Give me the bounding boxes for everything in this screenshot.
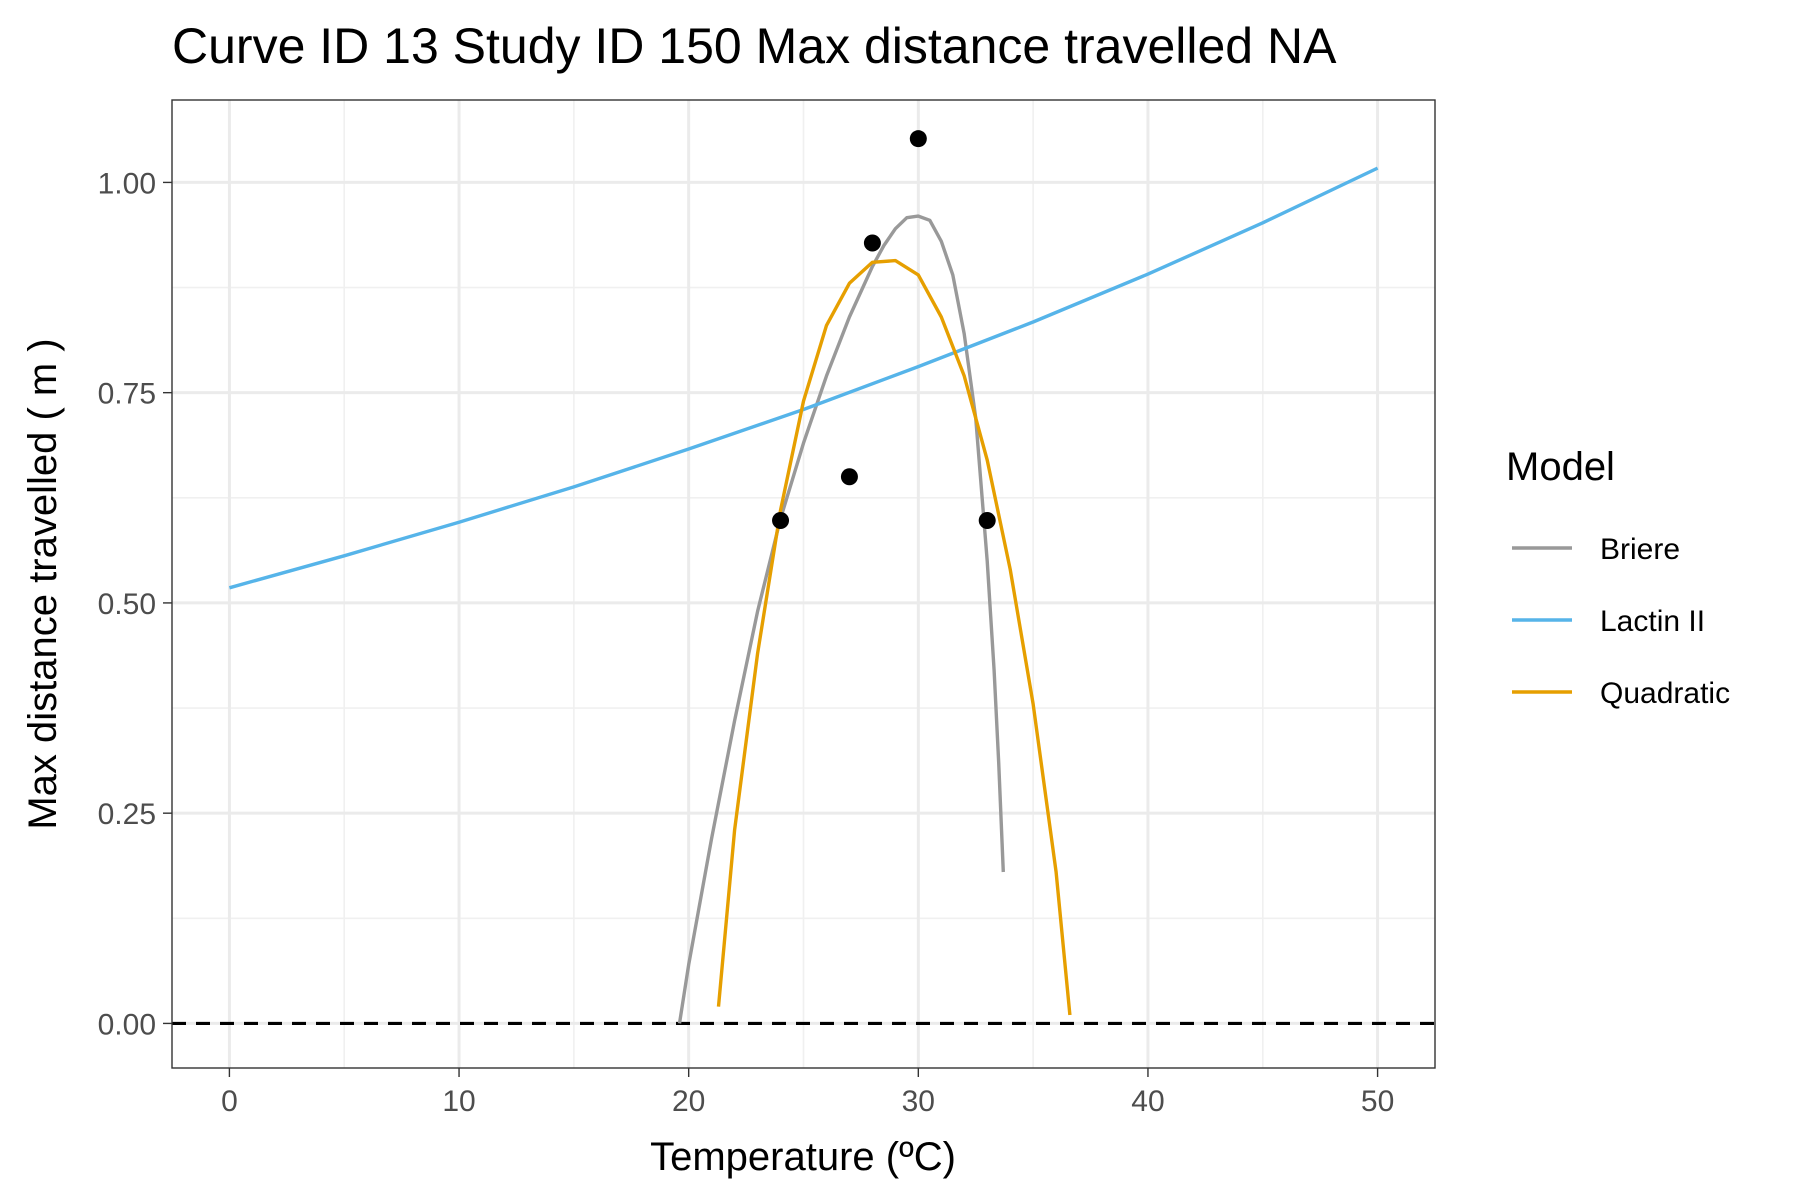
legend-items: Briere Lactin II Quadratic <box>1512 533 1730 710</box>
y-tick-label: 1.00 <box>98 167 156 200</box>
series-line-lactin-ii <box>228 166 1379 590</box>
y-tick-label: 0.75 <box>98 378 156 411</box>
x-tick-label: 30 <box>902 1085 935 1118</box>
x-tick-label: 20 <box>672 1085 705 1118</box>
series-line-briere <box>677 214 1005 1024</box>
legend-label-briere: Briere <box>1600 533 1680 566</box>
y-tick-label: 0.50 <box>98 588 156 621</box>
data-point <box>909 130 927 148</box>
panel-border <box>171 99 1436 1069</box>
grid-layer <box>172 100 1435 1068</box>
data-point <box>772 512 790 530</box>
y-axis-title: Max distance travelled ( m ) <box>21 338 65 829</box>
plot-layer <box>172 130 1435 1026</box>
x-tick-label: 0 <box>221 1085 238 1118</box>
y-tick-label: 0.00 <box>98 1008 156 1041</box>
axis-layer: 0 10 20 30 40 50 0.00 0.25 0.50 0.75 1.00 <box>98 167 1395 1118</box>
legend: Model Briere Lactin II Quadratic <box>1506 445 1730 710</box>
x-tick-label: 40 <box>1131 1085 1164 1118</box>
series-line-quadratic <box>716 258 1072 1016</box>
data-point <box>978 512 996 530</box>
x-tick-label: 50 <box>1361 1085 1394 1118</box>
legend-title: Model <box>1506 445 1615 489</box>
y-tick-label: 0.25 <box>98 798 156 831</box>
x-tick-label: 10 <box>442 1085 475 1118</box>
legend-label-quadratic: Quadratic <box>1600 677 1730 710</box>
data-point <box>863 234 881 252</box>
legend-label-lactin-ii: Lactin II <box>1600 605 1705 638</box>
x-axis-title: Temperature (ºC) <box>650 1135 956 1179</box>
chart-title: Curve ID 13 Study ID 150 Max distance tr… <box>172 18 1337 74</box>
data-point <box>840 468 858 486</box>
